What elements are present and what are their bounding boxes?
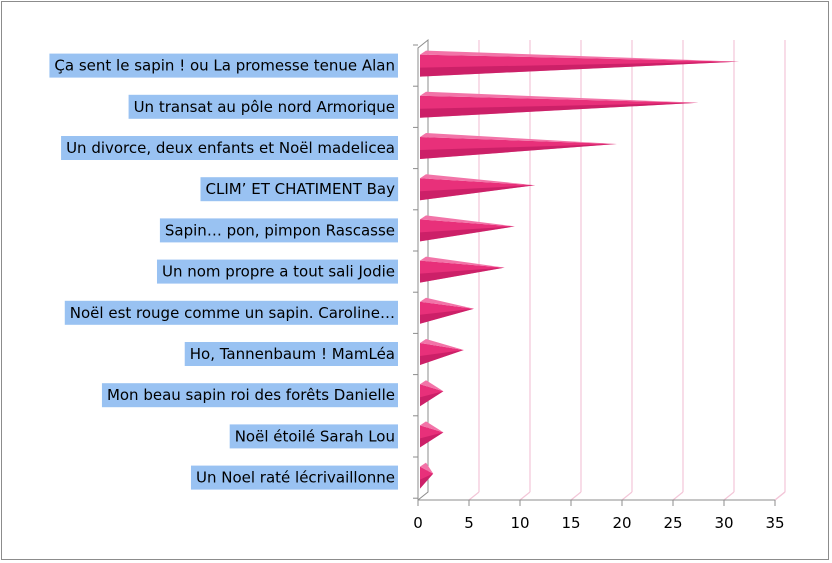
category-label-highlight [200, 177, 399, 202]
bar-shadow-face [420, 185, 536, 201]
category-label: Noël étoilé Sarah Lou [235, 427, 395, 445]
category-label: Sapin… pon, pimpon Rascasse [165, 221, 395, 239]
x-tick-label: 15 [561, 514, 580, 532]
bar-top-face [420, 91, 699, 103]
category-label-highlight [49, 53, 398, 78]
x-tick-label: 20 [612, 514, 631, 532]
bar-shadow-face [420, 432, 444, 448]
bar-top-face [420, 339, 464, 350]
floor-gridline [723, 491, 735, 501]
category-label-highlight [190, 465, 398, 490]
category-label-highlight [101, 383, 398, 408]
category-label-highlight [184, 342, 398, 366]
bar-shadow-face [420, 391, 444, 407]
bar-top-face [420, 133, 617, 144]
side-wall [417, 38, 429, 502]
category-label-highlight [128, 94, 398, 119]
category-label-highlight [156, 259, 398, 284]
bar-shadow-face [420, 267, 505, 283]
floor-gridline [672, 491, 684, 501]
bar-top-face [420, 174, 536, 186]
bar-shadow-face [420, 226, 515, 242]
category-label-highlight [159, 218, 398, 243]
category-label-highlight [64, 300, 398, 325]
category-label: Noël est rouge comme un sapin. Caroline… [70, 304, 395, 322]
category-label: Mon beau sapin roi des forêts Danielle [107, 386, 395, 404]
bar-shadow-face [420, 102, 699, 118]
floor-gridline [570, 491, 582, 501]
bar-shadow-face [420, 473, 434, 489]
category-label-highlight [229, 424, 398, 449]
x-tick-label: 30 [714, 514, 733, 532]
bar-top-face [420, 215, 515, 227]
bar-top-face [420, 50, 740, 62]
bar-top-face [420, 380, 444, 392]
bar-top-face [420, 462, 434, 474]
bar-shadow-face [420, 61, 740, 77]
bar-shadow-face [420, 350, 464, 365]
x-tick-label: 10 [510, 514, 529, 532]
category-label: Un nom propre a tout sali Jodie [162, 263, 395, 281]
x-tick-label: 35 [765, 514, 784, 532]
category-label: Un Noel raté lécrivaillonne [196, 469, 395, 487]
bar-shadow-face [420, 308, 474, 324]
x-tick-label: 0 [413, 514, 423, 532]
bar-top-face [420, 256, 505, 268]
bar-top-face [420, 297, 474, 309]
category-label: Ho, Tannenbaum ! MamLéa [190, 345, 395, 363]
x-tick-label: 25 [663, 514, 682, 532]
bar-shadow-face [420, 144, 617, 159]
category-label: Un divorce, deux enfants et Noël madelic… [66, 139, 395, 157]
floor-gridline [468, 491, 480, 501]
x-tick-label: 5 [464, 514, 474, 532]
category-label: Un transat au pôle nord Armorique [134, 98, 395, 116]
bar-top-face [420, 421, 444, 433]
category-label: CLIM’ ET CHATIMENT Bay [205, 180, 395, 198]
floor-gridline [519, 491, 531, 501]
category-label: Ça sent le sapin ! ou La promesse tenue … [54, 57, 395, 75]
floor-right-edge [774, 491, 786, 501]
category-label-highlight [61, 136, 398, 160]
floor-gridline [621, 491, 633, 501]
